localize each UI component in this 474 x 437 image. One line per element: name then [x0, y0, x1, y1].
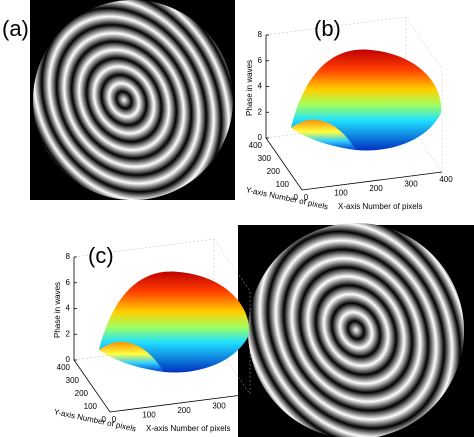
z-tick-label: 4 — [66, 304, 71, 313]
x-tick-label: 0 — [304, 193, 309, 202]
y-tick-label: 100 — [276, 180, 290, 189]
z-tick-label: 0 — [258, 133, 263, 142]
z-tick-label: 0 — [66, 355, 71, 364]
y-axis-label: Y-axis Number of pixels — [53, 407, 137, 433]
y-tick-label: 400 — [249, 141, 263, 150]
z-axis-label: Phase in waves — [245, 60, 254, 116]
x-tick-label: 200 — [369, 184, 383, 193]
panel-label: (b) — [314, 16, 341, 41]
interferogram — [33, 0, 233, 200]
y-tick-label: 300 — [66, 376, 80, 385]
surface-lip — [99, 341, 164, 372]
x-tick-label: 100 — [334, 189, 348, 198]
y-axis-label: Y-axis Number of pixels — [245, 185, 329, 211]
y-tick-label: 0 — [294, 193, 299, 202]
x-tick-label: 100 — [142, 411, 156, 420]
y-tick-label: 300 — [258, 154, 272, 163]
z-tick-label: 6 — [66, 278, 71, 287]
z-axis-label: Phase in waves — [53, 282, 62, 338]
y-tick-label: 200 — [267, 167, 281, 176]
x-axis-label: X-axis Number of pixels — [338, 202, 422, 211]
x-tick-label: 300 — [212, 402, 226, 411]
z-tick-label: 2 — [258, 107, 263, 116]
y-tick-label: 0 — [102, 415, 107, 424]
x-tick-label: 300 — [404, 180, 418, 189]
panel-label: (d) — [243, 242, 270, 267]
z-tick-label: 8 — [258, 30, 263, 39]
z-tick-label: 2 — [66, 329, 71, 338]
z-tick-label: 4 — [258, 82, 263, 91]
surface-lip — [291, 119, 356, 150]
interferogram — [248, 223, 464, 437]
x-tick-label: 200 — [177, 406, 191, 415]
x-tick-label: 400 — [439, 175, 453, 184]
z-tick-label: 8 — [66, 252, 71, 261]
y-tick-label: 200 — [75, 389, 89, 398]
panel-label: (c) — [88, 243, 114, 268]
x-axis-label: X-axis Number of pixels — [146, 424, 230, 433]
y-tick-label: 100 — [84, 402, 98, 411]
panel-label: (a) — [2, 16, 29, 41]
y-tick-label: 400 — [57, 363, 71, 372]
x-tick-label: 0 — [112, 415, 117, 424]
x-tick-label: 400 — [247, 397, 261, 406]
z-tick-label: 6 — [258, 56, 263, 65]
